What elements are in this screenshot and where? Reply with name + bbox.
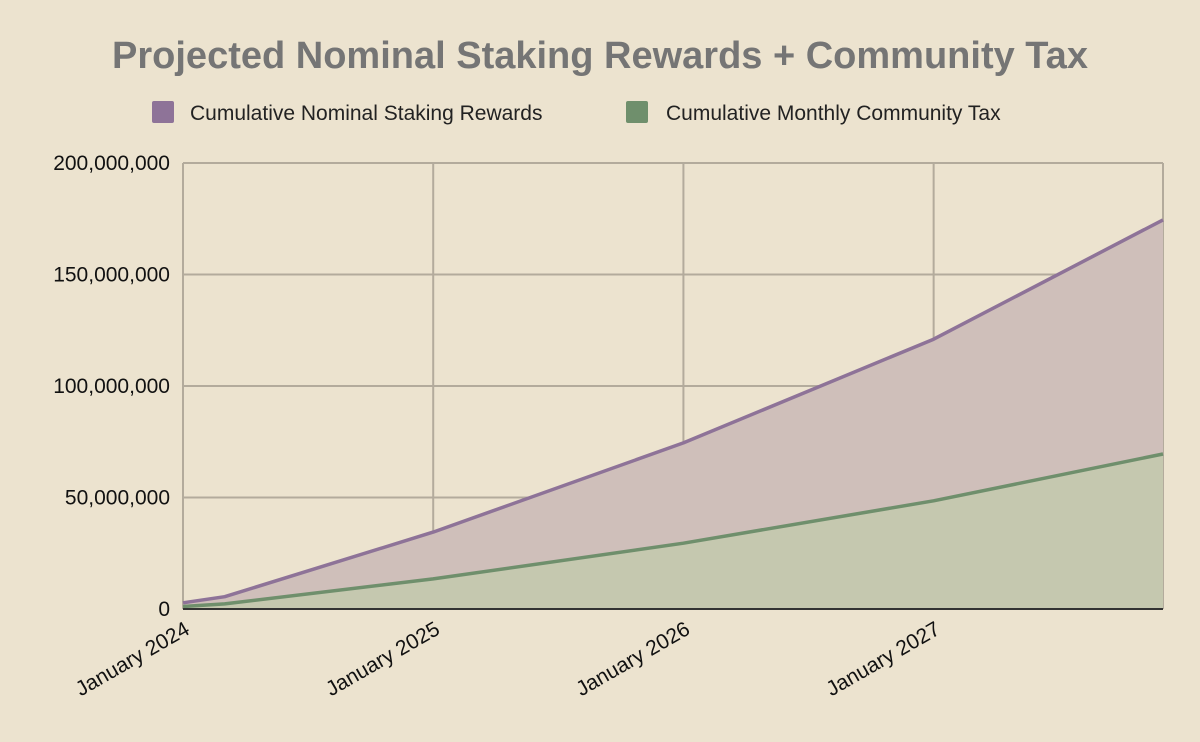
- legend-swatch-staking-rewards: [152, 101, 174, 123]
- y-tick-label: 0: [158, 598, 170, 621]
- y-axis-ticks: 0 50,000,000 100,000,000 150,000,000 200…: [53, 152, 170, 621]
- x-tick-label: January 2026: [572, 617, 694, 701]
- legend-swatch-community-tax: [626, 101, 648, 123]
- line-community-tax: [182, 452, 1164, 609]
- y-tick-label: 150,000,000: [53, 264, 170, 287]
- chart-title: Projected Nominal Staking Rewards + Comm…: [112, 35, 1088, 77]
- x-tick-label: January 2025: [322, 617, 444, 701]
- legend-label-staking-rewards: Cumulative Nominal Staking Rewards: [190, 102, 542, 125]
- y-tick-label: 200,000,000: [53, 152, 170, 175]
- legend-label-community-tax: Cumulative Monthly Community Tax: [666, 102, 1001, 125]
- area-community-tax: [183, 454, 1163, 609]
- x-tick-label: January 2024: [72, 617, 194, 701]
- plot-areas: [183, 219, 1163, 609]
- y-tick-label: 100,000,000: [53, 375, 170, 398]
- x-tick-label: January 2027: [822, 617, 944, 701]
- plot-lines: [182, 218, 1164, 609]
- legend: Cumulative Nominal Staking Rewards Cumul…: [152, 101, 1001, 125]
- y-tick-label: 50,000,000: [65, 487, 170, 510]
- x-axis-ticks: January 2024 January 2025 January 2026 J…: [72, 617, 944, 701]
- line-staking-rewards: [182, 218, 1164, 605]
